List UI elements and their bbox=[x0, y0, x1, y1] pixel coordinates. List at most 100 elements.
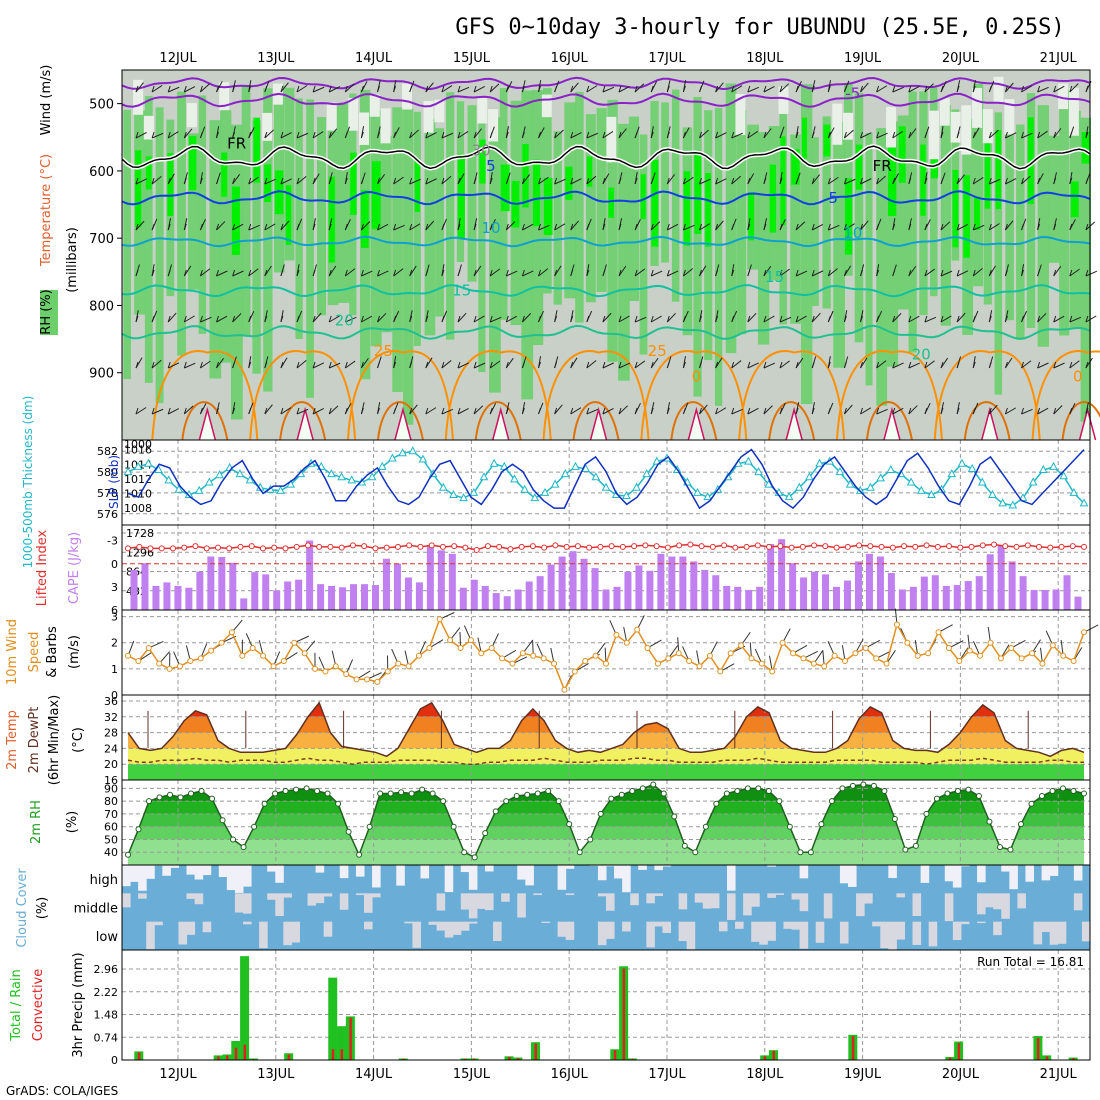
contour-label: 10 bbox=[481, 219, 500, 237]
rh-streak bbox=[757, 132, 770, 345]
cloud-gap bbox=[920, 865, 930, 883]
date-label-top: 17JUL bbox=[648, 51, 686, 66]
wind-barb bbox=[989, 178, 1001, 185]
lifted-index-point bbox=[822, 543, 829, 550]
thickness-point bbox=[1079, 498, 1089, 507]
rh-streak bbox=[714, 107, 723, 406]
wind-barb-flag bbox=[988, 131, 992, 139]
wind-barb bbox=[248, 268, 259, 277]
rh-streak bbox=[596, 108, 607, 292]
rh-streak bbox=[381, 135, 392, 333]
lifted-index-point bbox=[743, 543, 750, 550]
wind-barb bbox=[779, 268, 791, 277]
thickness-point bbox=[347, 475, 357, 484]
wind-barb bbox=[795, 357, 804, 369]
wind10-point bbox=[852, 650, 859, 657]
wind-barb-flag bbox=[634, 269, 638, 277]
wind-barb-flag bbox=[1085, 85, 1089, 93]
cloud-gap bbox=[606, 893, 615, 911]
rh-streak-dark bbox=[748, 192, 755, 241]
wind10-point bbox=[904, 639, 911, 646]
wind-barb-flag bbox=[151, 315, 155, 323]
contour-25 bbox=[542, 350, 650, 441]
rh-streak-dark bbox=[457, 153, 466, 238]
wind-barb-flag bbox=[1069, 407, 1073, 415]
wind10-point bbox=[935, 629, 942, 636]
wind-barb-flag bbox=[538, 269, 541, 277]
temp2m-line bbox=[127, 701, 1085, 758]
wind10-point bbox=[322, 668, 329, 675]
wind-barb-flag bbox=[747, 223, 751, 231]
cloud-gap bbox=[404, 921, 413, 924]
wind-barb bbox=[216, 358, 225, 369]
wind-barb bbox=[522, 174, 531, 185]
wind10-point bbox=[1029, 650, 1036, 657]
rh-streak-light bbox=[939, 98, 950, 126]
wind-barb-flag bbox=[666, 361, 670, 369]
cloud-gap bbox=[170, 865, 179, 868]
wind-barb bbox=[828, 224, 840, 231]
ylabel-millibars: (millibars) bbox=[65, 227, 80, 293]
lifted-index-point bbox=[844, 543, 851, 550]
wind-barb bbox=[586, 132, 599, 139]
wind-barb-flag bbox=[763, 269, 767, 277]
cloud-gap bbox=[557, 921, 567, 937]
lifted-index-point bbox=[811, 542, 818, 549]
cape-bar bbox=[196, 571, 204, 610]
cloud-gap bbox=[694, 893, 704, 903]
wind-barb-flag bbox=[554, 85, 558, 93]
rh-streak-light bbox=[929, 110, 940, 160]
thickness-point bbox=[642, 469, 652, 478]
wind-barb-flag bbox=[151, 131, 155, 139]
rh-streak bbox=[220, 110, 232, 363]
lifted-index-point bbox=[563, 543, 570, 550]
lifted-index-point bbox=[586, 544, 593, 551]
wind-barb-flag bbox=[135, 177, 139, 185]
cape-bar bbox=[426, 544, 434, 610]
wind-barb-flag bbox=[956, 131, 960, 139]
wind-barb bbox=[135, 220, 145, 231]
wind-barb-flag bbox=[232, 131, 236, 139]
rh-streak-light bbox=[972, 87, 983, 128]
wind-barb-flag bbox=[715, 131, 719, 139]
wind-barb-flag bbox=[505, 361, 509, 369]
wind-barb bbox=[860, 82, 869, 93]
wind-barb-flag bbox=[360, 361, 364, 369]
wind10-point bbox=[675, 650, 682, 657]
wind-barb bbox=[586, 175, 597, 185]
thickness-line bbox=[127, 450, 1085, 507]
rh2m-point bbox=[492, 808, 499, 815]
contour-label: 15 bbox=[452, 281, 471, 299]
lifted-index-point bbox=[676, 542, 683, 549]
cloud-gap bbox=[912, 921, 922, 945]
wind-barb-flag bbox=[731, 85, 735, 93]
rh-streak-dark bbox=[931, 143, 939, 179]
rh2m-point bbox=[482, 830, 489, 837]
rh2m-point bbox=[209, 795, 216, 802]
wind-barb bbox=[168, 86, 180, 93]
lifted-index-point bbox=[181, 544, 188, 551]
rh-band bbox=[128, 826, 1084, 840]
li-tick: 6 bbox=[111, 604, 118, 617]
wind-barb bbox=[506, 315, 518, 323]
wind-barb bbox=[248, 176, 259, 185]
rh2m-point bbox=[450, 823, 457, 830]
rh-streak bbox=[790, 134, 801, 324]
wind-barb-flag bbox=[666, 223, 670, 231]
ylabel-slp: SLP (mb) bbox=[107, 455, 121, 509]
cloud-gap bbox=[460, 893, 470, 910]
rh2m-point bbox=[860, 781, 867, 788]
cloud-gap bbox=[122, 893, 131, 908]
wind-barb-flag bbox=[393, 315, 397, 323]
rh-tick: 90 bbox=[104, 782, 118, 795]
rh-streak bbox=[446, 92, 455, 340]
wind-barb-flag bbox=[602, 269, 606, 277]
rh2m-point bbox=[776, 798, 783, 805]
wind-barb-flag bbox=[940, 223, 944, 231]
wind-barb-flag bbox=[747, 85, 751, 93]
rh2m-point bbox=[146, 798, 153, 805]
contour-freezing bbox=[121, 145, 1091, 170]
wind10-point bbox=[426, 644, 433, 651]
wind10-point bbox=[1008, 644, 1015, 651]
